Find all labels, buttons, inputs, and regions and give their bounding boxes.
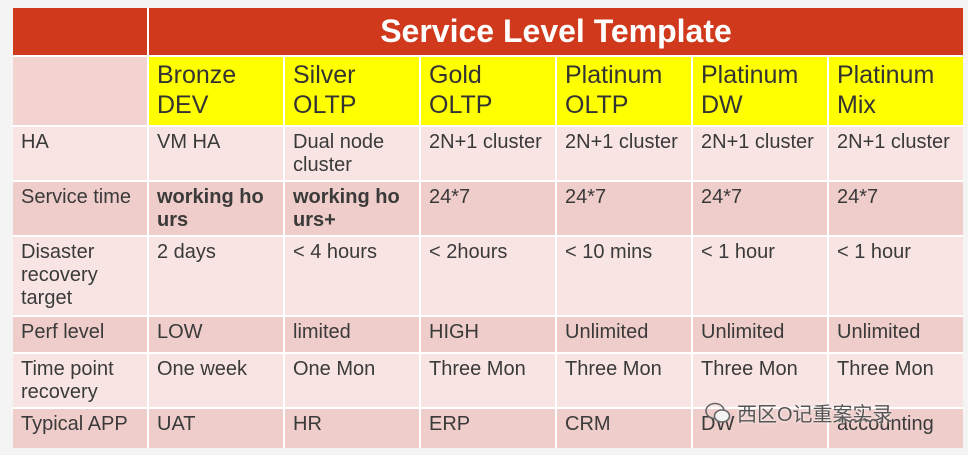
row-label: Perf level <box>13 317 147 352</box>
table-cell: < 2hours <box>421 237 555 315</box>
table-cell: limited <box>285 317 419 352</box>
table-cell: < 1 hour <box>829 237 963 315</box>
table-cell: 24*7 <box>421 182 555 235</box>
table-cell: DW <box>693 409 827 448</box>
header-cell: Platinum OLTP <box>557 57 691 125</box>
row-label: Disaster recovery target <box>13 237 147 315</box>
header-cell: Silver OLTP <box>285 57 419 125</box>
header-label: Platinum OLTP <box>565 61 663 119</box>
table-cell: < 1 hour <box>693 237 827 315</box>
header-cell: Platinum Mix <box>829 57 963 125</box>
row-label: Typical APP <box>13 409 147 448</box>
table-cell: 2N+1 cluster <box>829 127 963 180</box>
row-label: Service time <box>13 182 147 235</box>
table-cell: < 10 mins <box>557 237 691 315</box>
table-cell: 2 days <box>149 237 283 315</box>
table-cell: Unlimited <box>557 317 691 352</box>
watermark: 西区O记重案实录 <box>705 398 893 427</box>
header-cell: Platinum DW <box>693 57 827 125</box>
table-cell: ERP <box>421 409 555 448</box>
corner-cell <box>13 8 147 55</box>
header-label: Bronze DEV <box>157 61 237 119</box>
table-cell: 24*7 <box>829 182 963 235</box>
table-cell: LOW <box>149 317 283 352</box>
table-cell: 24*7 <box>693 182 827 235</box>
header-cell: Bronze DEV <box>149 57 283 125</box>
table-cell: Three Mon <box>693 354 827 407</box>
table-cell: 24*7 <box>557 182 691 235</box>
header-corner <box>13 57 147 125</box>
table-cell: Unlimited <box>693 317 827 352</box>
table-cell: < 4 hours <box>285 237 419 315</box>
table-cell: accounting <box>829 409 963 448</box>
table-cell: Three Mon <box>557 354 691 407</box>
table-cell: Three Mon <box>421 354 555 407</box>
table-cell: 2N+1 cluster <box>421 127 555 180</box>
table-cell: working hours <box>149 182 283 235</box>
table-cell: CRM <box>557 409 691 448</box>
table-cell: VM HA <box>149 127 283 180</box>
table-cell: 2N+1 cluster <box>693 127 827 180</box>
table-cell: UAT <box>149 409 283 448</box>
table-cell: HR <box>285 409 419 448</box>
table-cell: working hours+ <box>285 182 419 235</box>
header-label: Silver OLTP <box>293 61 357 119</box>
table-cell: One week <box>149 354 283 407</box>
wechat-icon <box>705 402 731 423</box>
row-label: Time point recovery <box>13 354 147 407</box>
row-label: HA <box>13 127 147 180</box>
service-table: Service Level Template Bronze DEV Silver … <box>13 8 963 448</box>
table-cell: One Mon <box>285 354 419 407</box>
header-label: Gold OLTP <box>429 61 493 119</box>
header-label: Platinum Mix <box>837 61 935 119</box>
header-label: Platinum DW <box>701 61 799 119</box>
table-title: Service Level Template <box>149 8 963 55</box>
table-cell: 2N+1 cluster <box>557 127 691 180</box>
table-cell: HIGH <box>421 317 555 352</box>
watermark-text: 西区O记重案实录 <box>737 404 893 426</box>
table-cell: Three Mon <box>829 354 963 407</box>
header-cell: Gold OLTP <box>421 57 555 125</box>
table-cell: Dual node cluster <box>285 127 419 180</box>
table-cell: Unlimited <box>829 317 963 352</box>
